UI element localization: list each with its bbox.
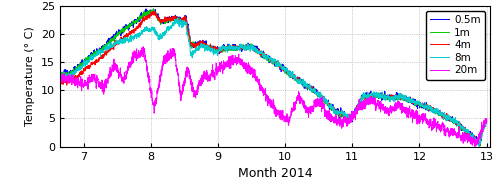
Line: 20m: 20m (62, 47, 486, 147)
20m (472, 146, 478, 148)
20m (140, 46, 146, 48)
0.5m (376, 94, 382, 96)
8m (484, 119, 490, 122)
8m (335, 111, 341, 114)
0.5m (335, 110, 341, 112)
4m (335, 112, 341, 114)
4m (408, 100, 414, 102)
20m (136, 49, 141, 51)
1m (484, 121, 490, 123)
Legend: 0.5m, 1m, 4m, 8m, 20m: 0.5m, 1m, 4m, 8m, 20m (426, 11, 485, 80)
1m (58, 71, 64, 74)
1m (150, 8, 156, 10)
Line: 8m: 8m (62, 18, 486, 147)
4m (477, 143, 483, 146)
0.5m (476, 144, 482, 146)
20m (376, 105, 382, 108)
0.5m (136, 18, 141, 20)
1m (376, 92, 382, 94)
0.5m (221, 45, 227, 47)
1m (136, 18, 141, 20)
4m (484, 120, 490, 122)
20m (335, 121, 341, 123)
8m (408, 99, 414, 102)
4m (376, 96, 382, 98)
0.5m (314, 91, 320, 93)
X-axis label: Month 2014: Month 2014 (238, 167, 312, 180)
4m (152, 10, 158, 13)
1m (476, 145, 482, 147)
20m (221, 64, 227, 66)
8m (221, 46, 227, 48)
1m (314, 92, 320, 94)
20m (58, 77, 64, 80)
4m (314, 92, 320, 95)
8m (376, 94, 382, 96)
Line: 1m: 1m (62, 9, 486, 146)
1m (408, 101, 414, 103)
8m (175, 17, 181, 19)
Line: 4m: 4m (62, 11, 486, 145)
0.5m (408, 101, 414, 103)
0.5m (484, 120, 490, 122)
20m (314, 98, 320, 100)
8m (58, 74, 64, 77)
8m (314, 93, 320, 96)
Line: 0.5m: 0.5m (62, 9, 486, 145)
1m (335, 113, 341, 115)
1m (221, 47, 227, 49)
20m (484, 119, 490, 122)
0.5m (58, 73, 64, 75)
4m (136, 25, 141, 27)
8m (136, 34, 141, 37)
0.5m (143, 8, 149, 10)
20m (408, 111, 414, 114)
8m (476, 146, 482, 148)
4m (221, 48, 227, 50)
4m (58, 81, 64, 84)
Y-axis label: Temperature (° C): Temperature (° C) (26, 26, 36, 126)
